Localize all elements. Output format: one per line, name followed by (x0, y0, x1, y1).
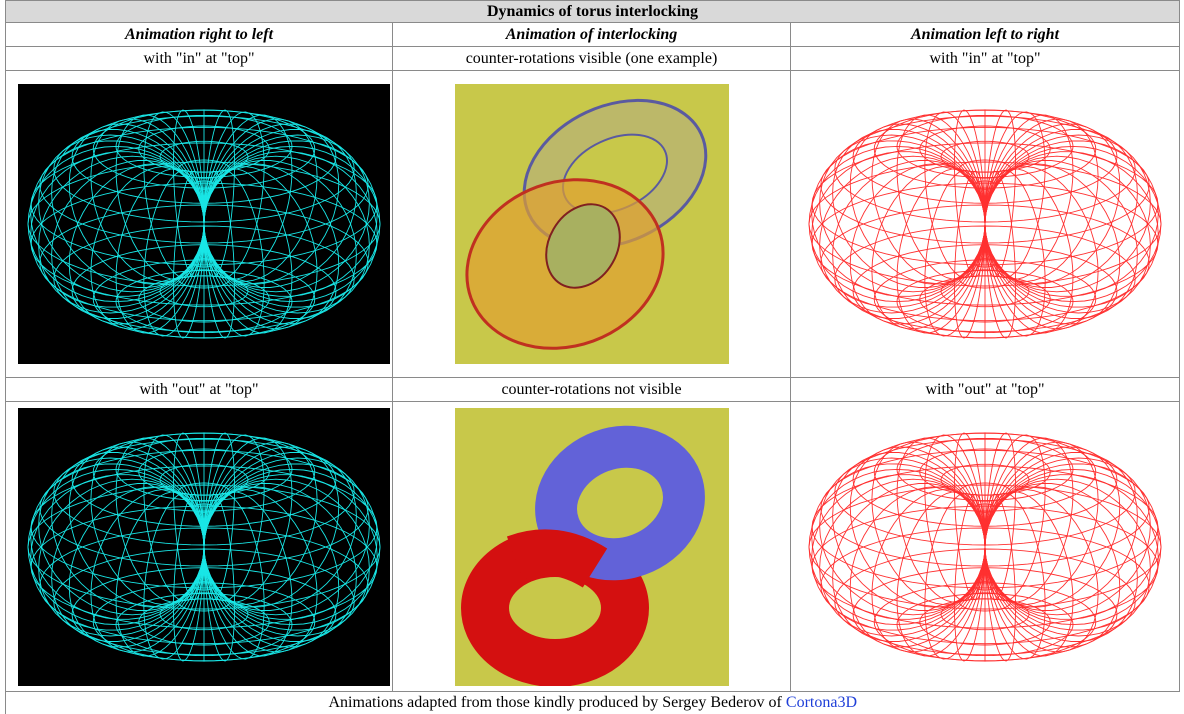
column-header: Animation left to right (791, 23, 1180, 47)
cyan-torus-image (18, 84, 390, 364)
image-cell (393, 71, 791, 378)
caption: with "out" at "top" (791, 378, 1180, 402)
image-cell (393, 402, 791, 692)
footer: Animations adapted from those kindly pro… (6, 692, 1180, 714)
caption: counter-rotations visible (one example) (393, 47, 791, 71)
wire-interlock-image (455, 84, 729, 364)
torus-table: Dynamics of torus interlocking Animation… (5, 0, 1180, 714)
page: Dynamics of torus interlocking Animation… (0, 0, 1184, 714)
red-torus-image (799, 84, 1171, 364)
image-cell (791, 402, 1180, 692)
column-header: Animation of interlocking (393, 23, 791, 47)
image-cell (791, 71, 1180, 378)
red-torus-image (799, 408, 1171, 686)
cyan-torus-image (18, 408, 390, 686)
solid-interlock-image (455, 408, 729, 686)
image-cell (6, 71, 393, 378)
column-header: Animation right to left (6, 23, 393, 47)
caption: with "in" at "top" (791, 47, 1180, 71)
footer-link[interactable]: Cortona3D (786, 694, 857, 711)
footer-text: Animations adapted from those kindly pro… (329, 694, 782, 711)
caption: with "out" at "top" (6, 378, 393, 402)
table-title: Dynamics of torus interlocking (6, 1, 1180, 23)
image-cell (6, 402, 393, 692)
caption: counter-rotations not visible (393, 378, 791, 402)
caption: with "in" at "top" (6, 47, 393, 71)
